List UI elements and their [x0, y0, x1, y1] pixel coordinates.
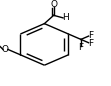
Text: F: F	[88, 39, 93, 48]
Text: H: H	[62, 13, 69, 22]
Text: F: F	[88, 31, 93, 40]
Text: F: F	[78, 43, 83, 52]
Text: O: O	[2, 45, 9, 54]
Text: O: O	[50, 0, 57, 9]
